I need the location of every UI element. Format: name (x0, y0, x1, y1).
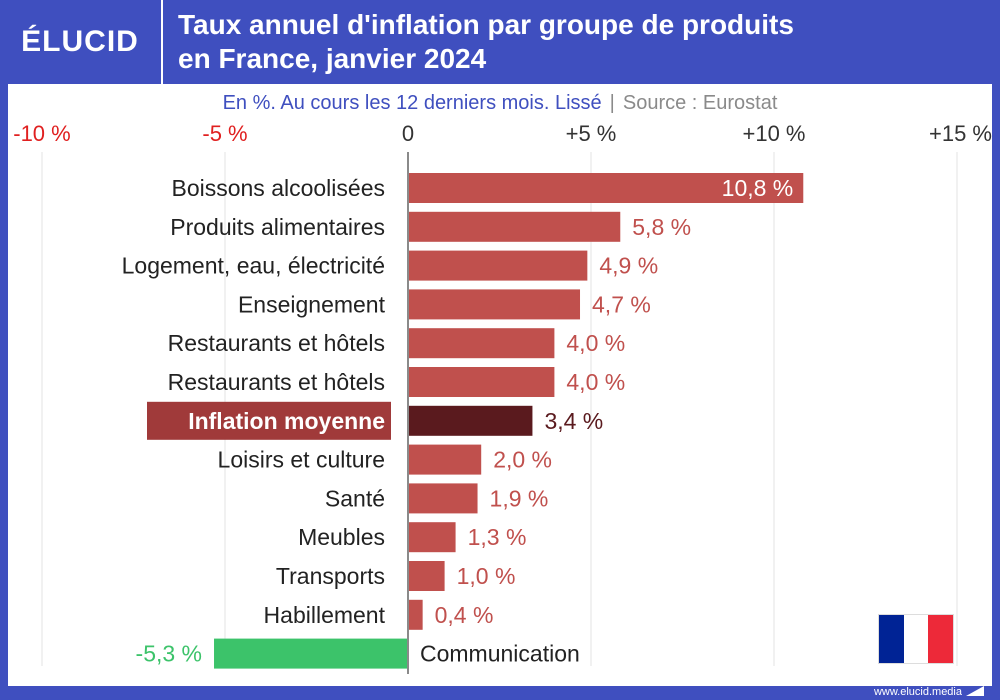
data-label: 0,4 % (435, 602, 494, 628)
chart-title-line1: Taux annuel d'inflation par groupe de pr… (178, 9, 794, 40)
highlight-label-bg (147, 401, 391, 440)
bar (408, 599, 423, 630)
category-label: Transports (276, 563, 385, 589)
data-label: 4,9 % (599, 253, 658, 279)
data-label: 1,0 % (457, 563, 516, 589)
bar (408, 367, 555, 397)
elucid-logo[interactable]: ÉLUCID (21, 25, 139, 58)
flag-stripe-blue (879, 615, 904, 663)
x-tick-label: +10 % (743, 121, 806, 146)
subtitle-separator: | (609, 92, 615, 114)
bar (408, 561, 445, 591)
category-label: Restaurants et hôtels (168, 330, 385, 356)
data-label: 4,0 % (566, 369, 625, 395)
data-label: 4,0 % (566, 330, 625, 356)
x-tick-label: +5 % (566, 121, 617, 146)
x-tick-label: +15 % (929, 121, 992, 146)
data-label: 4,7 % (592, 291, 651, 317)
x-tick-label: 0 (402, 121, 414, 146)
data-label: 1,3 % (468, 524, 527, 550)
x-tick-label: -5 % (202, 121, 247, 146)
data-label: 10,8 % (722, 175, 794, 201)
chart-subtitle: En %. Au cours les 12 derniers mois. Lis… (0, 90, 1000, 116)
data-label: 3,4 % (544, 408, 603, 434)
flag-stripe-red (928, 615, 954, 663)
france-flag-icon (878, 614, 954, 664)
bar (408, 250, 588, 281)
bar (214, 638, 408, 669)
bar (408, 444, 482, 475)
category-label: Meubles (298, 524, 385, 550)
category-label: Inflation moyenne (188, 408, 385, 434)
x-tick-label: -10 % (13, 121, 70, 146)
bar (408, 173, 804, 203)
category-label: Restaurants et hôtels (168, 369, 385, 395)
bar (408, 405, 533, 436)
category-label: Enseignement (238, 291, 386, 317)
category-label: Logement, eau, électricité (122, 253, 385, 279)
elucid-mark-icon (966, 686, 984, 696)
category-label: Boissons alcoolisées (171, 175, 385, 201)
bar (408, 328, 555, 359)
flag-stripe-white (903, 615, 929, 663)
header-divider (161, 0, 163, 84)
bar (408, 483, 478, 514)
category-label: Communication (420, 641, 580, 667)
category-label: Habillement (264, 602, 386, 628)
data-label: -5,3 % (136, 641, 202, 667)
footer-url[interactable]: www.elucid.media (873, 686, 962, 698)
source-text: Source : Eurostat (622, 92, 778, 114)
category-label: Produits alimentaires (170, 214, 385, 240)
subtitle-text: En %. Au cours les 12 derniers mois. Lis… (222, 92, 602, 114)
category-label: Santé (325, 485, 385, 511)
chart-title: Taux annuel d'inflation par groupe de pr… (178, 8, 978, 76)
bar (408, 211, 621, 242)
bar (408, 289, 581, 320)
category-label: Loisirs et culture (218, 447, 385, 473)
chart-title-line2: en France, janvier 2024 (178, 43, 487, 74)
data-label: 2,0 % (493, 447, 552, 473)
header: ÉLUCID Taux annuel d'inflation par group… (0, 0, 1000, 84)
data-label: 5,8 % (632, 214, 691, 240)
bar (408, 522, 456, 553)
data-label: 1,9 % (490, 485, 549, 511)
